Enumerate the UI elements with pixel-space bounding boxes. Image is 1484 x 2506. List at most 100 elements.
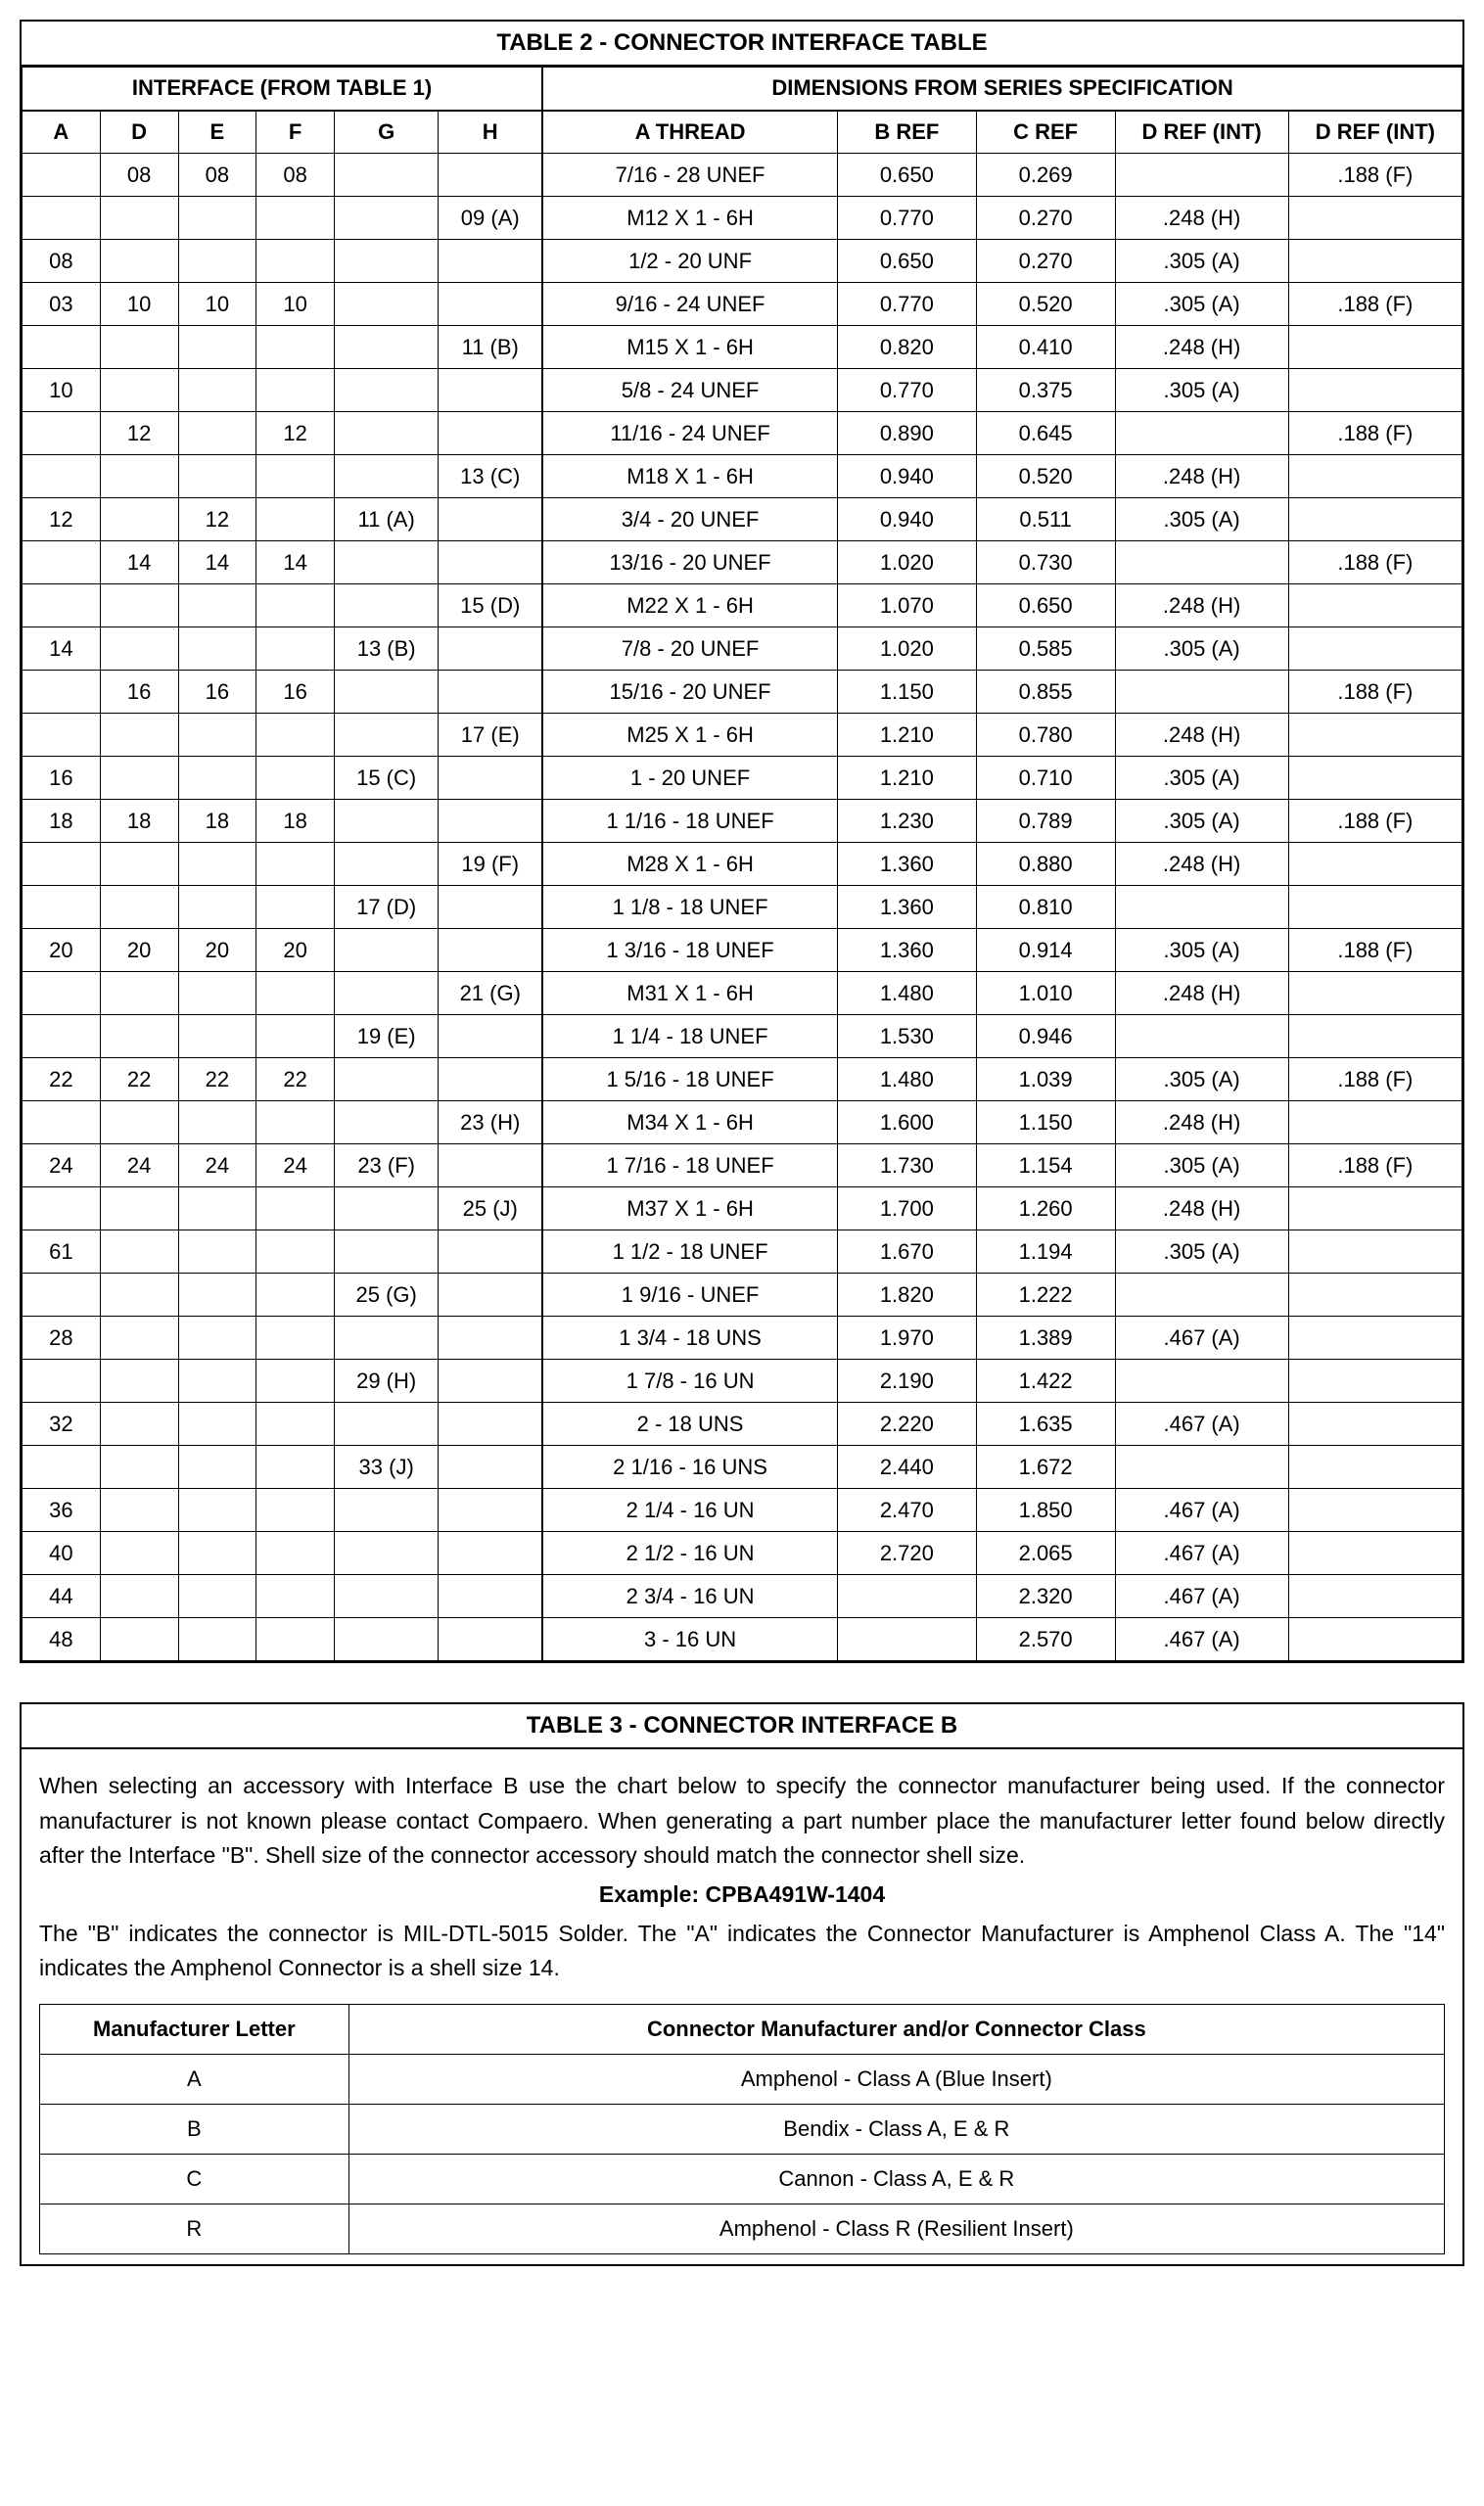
table-cell: [100, 1274, 178, 1317]
table-cell: [1115, 1274, 1288, 1317]
table-cell: 24: [23, 1144, 101, 1187]
table-cell: [100, 1532, 178, 1575]
table-cell: [23, 972, 101, 1015]
mfr-letter-cell: B: [40, 2105, 349, 2155]
table-cell: 3 - 16 UN: [542, 1618, 837, 1661]
table-cell: [335, 1403, 439, 1446]
table2-column-header-row: A D E F G H A THREAD B REF C REF D REF (…: [23, 111, 1462, 154]
table-cell: [23, 671, 101, 714]
table-cell: [100, 757, 178, 800]
table-cell: [335, 671, 439, 714]
table-cell: 0.914: [976, 929, 1115, 972]
table-cell: [335, 369, 439, 412]
table-cell: [335, 972, 439, 1015]
table-row: 081/2 - 20 UNF0.6500.270.305 (A): [23, 240, 1462, 283]
table-cell: 13/16 - 20 UNEF: [542, 541, 837, 584]
table-cell: 1.672: [976, 1446, 1115, 1489]
table-cell: M34 X 1 - 6H: [542, 1101, 837, 1144]
table-cell: 12: [23, 498, 101, 541]
table-cell: [1288, 240, 1461, 283]
table-row: 2424242423 (F)1 7/16 - 18 UNEF1.7301.154…: [23, 1144, 1462, 1187]
table-cell: [178, 757, 256, 800]
table-cell: M15 X 1 - 6H: [542, 326, 837, 369]
table2-body: 0808087/16 - 28 UNEF0.6500.269.188 (F)09…: [23, 154, 1462, 1661]
table-cell: 18: [178, 800, 256, 843]
table-cell: 11 (B): [439, 326, 542, 369]
table-cell: 1 3/16 - 18 UNEF: [542, 929, 837, 972]
table-cell: 1 7/16 - 18 UNEF: [542, 1144, 837, 1187]
table-cell: 1 1/16 - 18 UNEF: [542, 800, 837, 843]
table-cell: 0.410: [976, 326, 1115, 369]
table-cell: 40: [23, 1532, 101, 1575]
table-cell: 12: [256, 412, 335, 455]
table-cell: [1288, 1274, 1461, 1317]
table-cell: [256, 455, 335, 498]
table-cell: 1.670: [837, 1230, 976, 1274]
table-cell: [439, 757, 542, 800]
table-cell: [335, 1187, 439, 1230]
table-cell: 10: [178, 283, 256, 326]
table-cell: 1.700: [837, 1187, 976, 1230]
table-cell: 22: [178, 1058, 256, 1101]
table2-header-left: INTERFACE (FROM TABLE 1): [23, 68, 543, 111]
mfr-desc-cell: Amphenol - Class R (Resilient Insert): [348, 2204, 1444, 2254]
table-cell: [439, 1575, 542, 1618]
table-cell: [1288, 584, 1461, 627]
table-cell: [178, 455, 256, 498]
table-cell: 1.150: [976, 1101, 1115, 1144]
table-cell: [335, 1575, 439, 1618]
table-cell: [23, 714, 101, 757]
table-cell: [439, 1015, 542, 1058]
table-cell: 10: [23, 369, 101, 412]
table-cell: [439, 1058, 542, 1101]
table2-header-right: DIMENSIONS FROM SERIES SPECIFICATION: [542, 68, 1461, 111]
mfr-desc-cell: Bendix - Class A, E & R: [348, 2105, 1444, 2155]
table-cell: 2.065: [976, 1532, 1115, 1575]
table-cell: [335, 326, 439, 369]
table-cell: 1.389: [976, 1317, 1115, 1360]
table-row: 17 (D)1 1/8 - 18 UNEF1.3600.810: [23, 886, 1462, 929]
col-dref1-header: D REF (INT): [1115, 111, 1288, 154]
table-cell: 1/2 - 20 UNF: [542, 240, 837, 283]
table-cell: [100, 1489, 178, 1532]
table-cell: [178, 1230, 256, 1274]
table-cell: [178, 1101, 256, 1144]
table-cell: 12: [178, 498, 256, 541]
table-cell: [439, 1144, 542, 1187]
col-g-header: G: [335, 111, 439, 154]
table-cell: [439, 412, 542, 455]
table-cell: 1.730: [837, 1144, 976, 1187]
table-cell: 1.010: [976, 972, 1115, 1015]
table-row: 25 (J)M37 X 1 - 6H1.7001.260.248 (H): [23, 1187, 1462, 1230]
table-cell: .467 (A): [1115, 1403, 1288, 1446]
table-row: 1615 (C)1 - 20 UNEF1.2100.710.305 (A): [23, 757, 1462, 800]
table-cell: [439, 369, 542, 412]
table-cell: M12 X 1 - 6H: [542, 197, 837, 240]
table-cell: [439, 1403, 542, 1446]
table-cell: [1288, 498, 1461, 541]
table-cell: [178, 843, 256, 886]
table-cell: 1.635: [976, 1403, 1115, 1446]
table-cell: 0.650: [976, 584, 1115, 627]
table-row: 202020201 3/16 - 18 UNEF1.3600.914.305 (…: [23, 929, 1462, 972]
table-cell: [256, 1618, 335, 1661]
table-cell: [23, 412, 101, 455]
table-cell: 2.570: [976, 1618, 1115, 1661]
col-f-header: F: [256, 111, 335, 154]
table3-container: TABLE 3 - CONNECTOR INTERFACE B When sel…: [20, 1702, 1464, 2266]
table-cell: [23, 455, 101, 498]
table-cell: [256, 714, 335, 757]
table-cell: 2.190: [837, 1360, 976, 1403]
table-cell: 10: [100, 283, 178, 326]
table-cell: .467 (A): [1115, 1618, 1288, 1661]
table-cell: M18 X 1 - 6H: [542, 455, 837, 498]
table-cell: [100, 197, 178, 240]
table-cell: [100, 886, 178, 929]
table-cell: [100, 240, 178, 283]
mfr-letter-cell: A: [40, 2054, 349, 2104]
table-cell: 10: [256, 283, 335, 326]
table-cell: 16: [23, 757, 101, 800]
table-cell: [100, 1403, 178, 1446]
table-cell: [1288, 455, 1461, 498]
table3-body: When selecting an accessory with Interfa…: [22, 1749, 1462, 2264]
